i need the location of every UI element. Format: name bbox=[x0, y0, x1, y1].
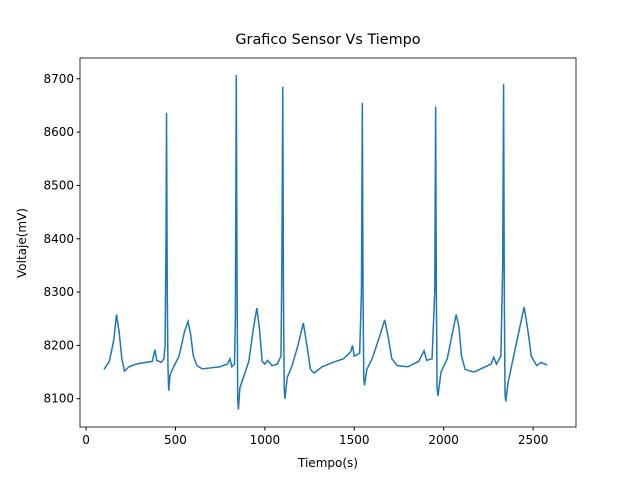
y-tick-label: 8400 bbox=[43, 232, 74, 246]
y-tick-label: 8300 bbox=[43, 285, 74, 299]
x-tick-label: 2500 bbox=[518, 433, 549, 447]
y-tick-label: 8200 bbox=[43, 338, 74, 352]
x-tick-label: 500 bbox=[164, 433, 187, 447]
chart-title: Grafico Sensor Vs Tiempo bbox=[235, 32, 420, 48]
y-tick-label: 8100 bbox=[43, 392, 74, 406]
y-tick-label: 8500 bbox=[43, 178, 74, 192]
x-tick-label: 2000 bbox=[428, 433, 459, 447]
x-tick-label: 1500 bbox=[339, 433, 370, 447]
x-tick-label: 1000 bbox=[250, 433, 281, 447]
y-axis-label: Voltaje(mV) bbox=[15, 208, 29, 278]
y-tick-label: 8700 bbox=[43, 72, 74, 86]
data-line bbox=[103, 75, 548, 410]
x-tick-label: 0 bbox=[82, 433, 90, 447]
x-axis-label: Tiempo(s) bbox=[297, 456, 358, 470]
plot-frame bbox=[79, 57, 577, 428]
y-tick-label: 8600 bbox=[43, 125, 74, 139]
